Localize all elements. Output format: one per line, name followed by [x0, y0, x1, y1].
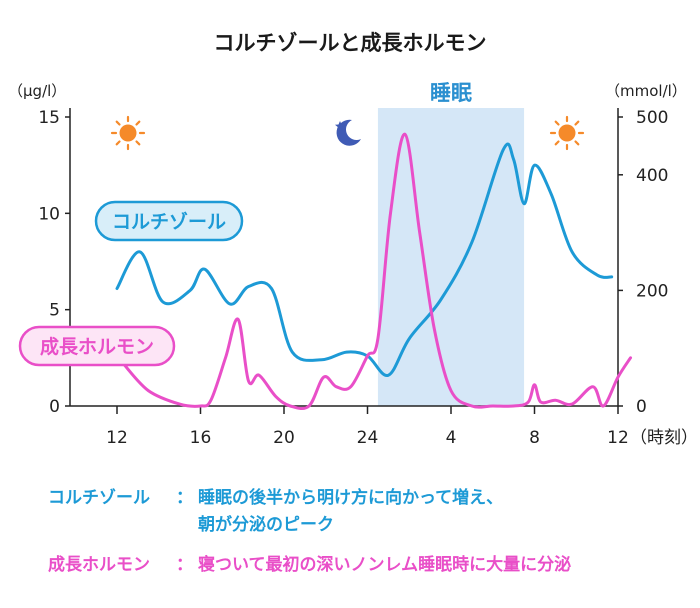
sun-icon	[549, 115, 585, 151]
note-cortisol: コルチゾール ： 睡眠の後半から明け方に向かって増え、 朝が分泌のピーク	[48, 487, 503, 535]
right-axis-tick-label: 400	[636, 166, 668, 186]
sleep-period-label: 睡眠	[430, 81, 472, 105]
growth-hormone-series-label-text: 成長ホルモン	[40, 335, 154, 358]
cortisol-series-label-text: コルチゾール	[112, 211, 226, 233]
x-axis-tick-label: 24	[357, 428, 379, 448]
sun-icon	[110, 115, 146, 151]
left-axis-tick-label: 15	[38, 108, 60, 128]
x-axis-unit: （時刻）	[630, 428, 698, 448]
x-axis-tick-label: 20	[273, 428, 295, 448]
note-cortisol-text-2: 朝が分泌のピーク	[198, 514, 334, 535]
chart-title: コルチゾールと成長ホルモン	[214, 31, 487, 55]
right-axis-tick-label: 0	[636, 397, 647, 417]
moon-icon	[335, 119, 361, 146]
x-axis-tick-label: 8	[529, 428, 540, 448]
x-axis-tick-label: 16	[190, 428, 212, 448]
growth-hormone-series-label: 成長ホルモン	[18, 325, 176, 367]
cortisol-line	[115, 142, 614, 377]
x-axis-tick-label: 12	[607, 428, 629, 448]
right-axis-tick-label: 200	[636, 281, 668, 301]
series-layer	[115, 132, 632, 411]
note-cortisol-label: コルチゾール	[48, 488, 150, 508]
right-axis-tick-label: 500	[636, 108, 668, 128]
note-growth-hormone-label: 成長ホルモン	[48, 554, 150, 575]
left-axis-tick-label: 0	[49, 397, 60, 417]
note-growth-hormone: 成長ホルモン ： 寝ついて最初の深いノンレム睡眠時に大量に分泌	[48, 554, 571, 575]
x-axis-tick-label: 12	[106, 428, 128, 448]
right-axis-unit: （mmol/l）	[605, 82, 687, 100]
x-axis-tick-label: 4	[446, 428, 457, 448]
growth-hormone-line	[121, 132, 632, 411]
axes: 0 5 10 15 0 200 400 500 12 16 20 24 4 8 12	[38, 108, 668, 448]
left-axis-tick-label: 5	[49, 301, 60, 321]
cortisol-series-label: コルチゾール	[94, 200, 244, 242]
left-axis-tick-label: 10	[38, 204, 60, 224]
note-growth-hormone-text: 寝ついて最初の深いノンレム睡眠時に大量に分泌	[198, 554, 571, 575]
note-cortisol-colon: ：	[176, 488, 193, 508]
note-growth-hormone-colon: ：	[176, 555, 193, 575]
note-cortisol-text: 睡眠の後半から明け方に向かって増え、	[198, 487, 503, 508]
left-axis-unit: （μg/l）	[8, 82, 66, 100]
